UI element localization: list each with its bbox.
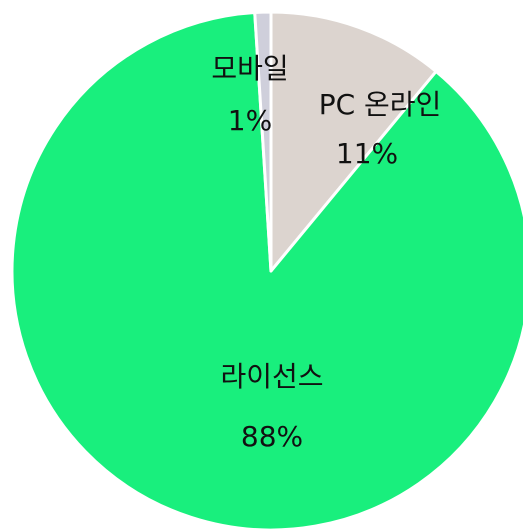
- slice-label: 모바일: [211, 52, 288, 85]
- pie-slice: [253, 10, 273, 273]
- slice-value-label: 11%: [336, 137, 398, 170]
- slice-value-label: 1%: [228, 104, 272, 137]
- slice-label: PC 온라인: [319, 88, 442, 121]
- slice-value-label: 88%: [241, 420, 303, 453]
- pie-slice: [10, 11, 523, 531]
- slice-label: 라이선스: [220, 360, 323, 393]
- pie-slice: [269, 10, 438, 273]
